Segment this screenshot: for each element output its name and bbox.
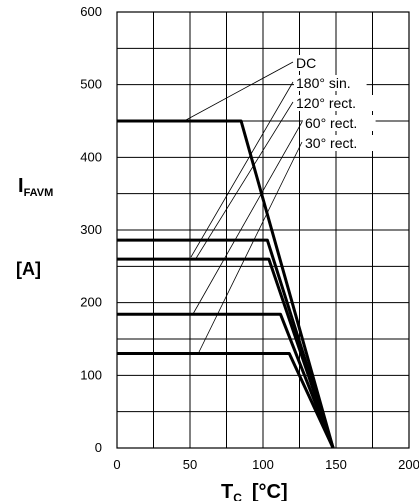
y-tick-label: 100 [80,367,102,382]
annotation-leader [185,61,294,121]
series-line [117,257,335,449]
annotation-leaders [185,61,303,353]
series-annotation: 180° sin. [296,75,351,91]
x-axis-label-unit: [°C] [252,481,288,501]
annotation-bg [303,115,376,131]
x-tick-label: 200 [398,457,419,472]
annotation-leader [190,81,294,258]
y-axis-label-main: I [18,175,24,197]
annotation-bg [294,95,374,111]
annotation-leader [192,121,303,315]
x-tick-label: 150 [325,457,347,472]
series-lines [117,119,335,449]
y-tick-label: 500 [80,77,102,92]
annotation-bg [303,135,376,151]
series-annotations: DC 180° sin. 120° rect. 60° rect. 30° rect. [294,55,376,151]
series-line [117,312,335,449]
y-axis-label-sub: FAVM [24,187,54,199]
y-tick-labels: 0 100 200 300 400 500 600 [80,4,102,455]
y-tick-label: 400 [80,149,102,164]
annotation-leader [194,101,294,261]
plot-frame [116,11,410,449]
x-axis-label-main: T [221,481,233,501]
series-annotation: 120° rect. [296,95,356,111]
y-axis-label: IFAVM [18,175,53,199]
x-tick-label: 0 [113,457,120,472]
y-tick-label: 600 [80,4,102,19]
x-tick-label: 50 [183,457,197,472]
x-axis-label: TC [°C] [221,481,288,501]
series-annotation: DC [296,55,316,71]
series-line [117,352,335,449]
series-line [117,238,335,449]
y-tick-label: 0 [95,440,102,455]
annotation-bg [294,75,367,91]
y-axis-unit: [A] [16,259,41,279]
series-annotation: 60° rect. [305,115,357,131]
annotation-leader [198,141,303,353]
series-line [117,119,335,449]
y-tick-label: 300 [80,222,102,237]
x-tick-labels: 0 50 100 150 200 [113,457,419,472]
x-tick-label: 100 [252,457,274,472]
series-annotation: 30° rect. [305,135,357,151]
x-axis-label-sub: C [233,491,242,501]
annotation-bg [294,55,315,71]
y-tick-label: 200 [80,295,102,310]
